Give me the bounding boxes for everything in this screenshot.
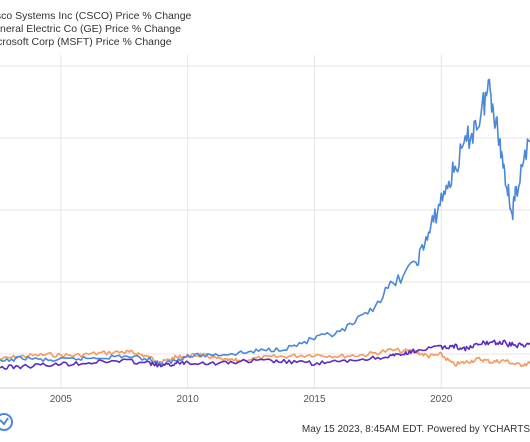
legend-item-ge[interactable]: General Electric Co (GE) Price % Change [0,23,530,36]
grid-lines [0,55,530,389]
series-line-msft [0,339,530,370]
legend-item-msft[interactable]: Microsoft Corp (MSFT) Price % Change [0,36,530,49]
series-line-ge [0,78,530,367]
legend-label-ge: General Electric Co (GE) Price % Change [0,23,181,35]
chart-footer: May 15 2023, 8:45AM EDT. Powered by YCHA… [301,424,530,435]
x-tick-label-2005: 2005 [50,394,73,405]
legend-item-csco[interactable]: Cisco Systems Inc (CSCO) Price % Change [0,10,530,23]
series-line-csco [0,347,530,368]
x-tick-label-2020: 2020 [430,394,453,405]
ycharts-logo-icon [0,413,13,431]
series-lines [0,78,530,370]
x-tick-label-2010: 2010 [177,394,200,405]
legend-label-msft: Microsoft Corp (MSFT) Price % Change [0,36,172,48]
legend: Cisco Systems Inc (CSCO) Price % Change … [0,10,530,49]
legend-label-csco: Cisco Systems Inc (CSCO) Price % Change [0,10,192,22]
x-axis-ticks: 2005 2010 2015 2020 [50,394,453,405]
x-tick-label-2015: 2015 [303,394,326,405]
